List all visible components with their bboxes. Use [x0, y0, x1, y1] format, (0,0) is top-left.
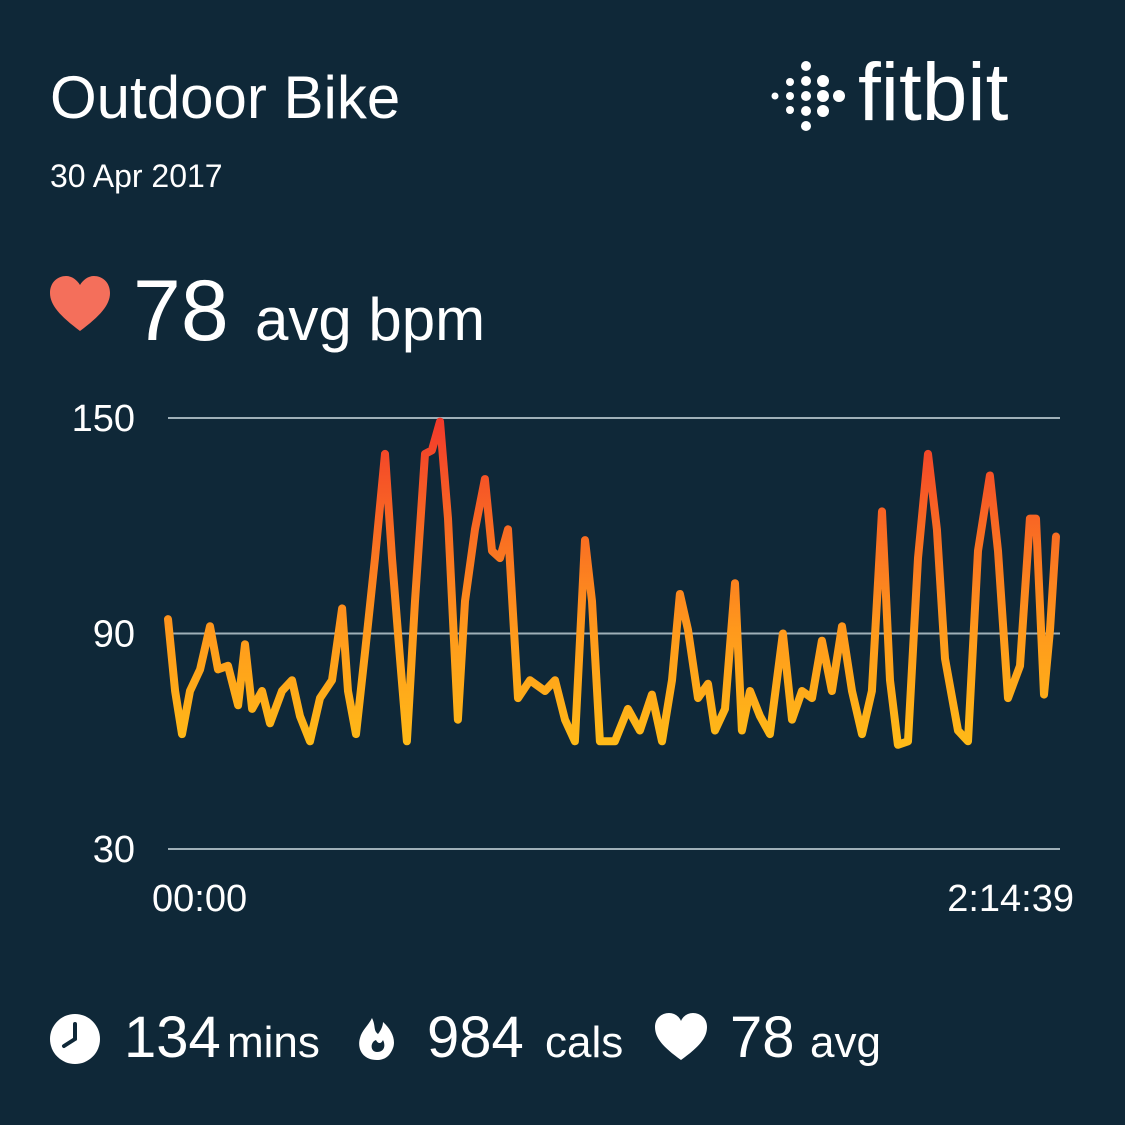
- x-tick-label: 2:14:39: [947, 878, 1074, 920]
- heart-icon: [50, 276, 110, 331]
- date: 30 Apr 2017: [50, 158, 223, 194]
- stat-unit: avg: [810, 1018, 881, 1067]
- summary-value: 78: [133, 263, 229, 359]
- summary-unit: avg bpm: [255, 286, 485, 353]
- heart-rate-line: [164, 417, 1060, 749]
- stat-unit: mins: [227, 1018, 320, 1067]
- stat-value: 134: [124, 1005, 221, 1070]
- y-tick-label: 150: [72, 398, 135, 440]
- brand: fitbit: [858, 47, 1009, 138]
- title: Outdoor Bike: [50, 64, 400, 131]
- stat-unit: cals: [545, 1018, 623, 1067]
- clock-icon: [50, 1014, 100, 1064]
- y-tick-label: 90: [93, 614, 135, 656]
- brand-dots: [771, 61, 845, 131]
- flame-icon: [359, 1018, 394, 1060]
- heart-rate-chart: 30 90 150 00:00 2:14:39: [72, 398, 1074, 920]
- x-tick-label: 00:00: [152, 878, 247, 920]
- y-tick-label: 30: [93, 829, 135, 871]
- heart-icon: [655, 1013, 707, 1060]
- stat-value: 78: [730, 1005, 795, 1070]
- stat-value: 984: [427, 1005, 524, 1070]
